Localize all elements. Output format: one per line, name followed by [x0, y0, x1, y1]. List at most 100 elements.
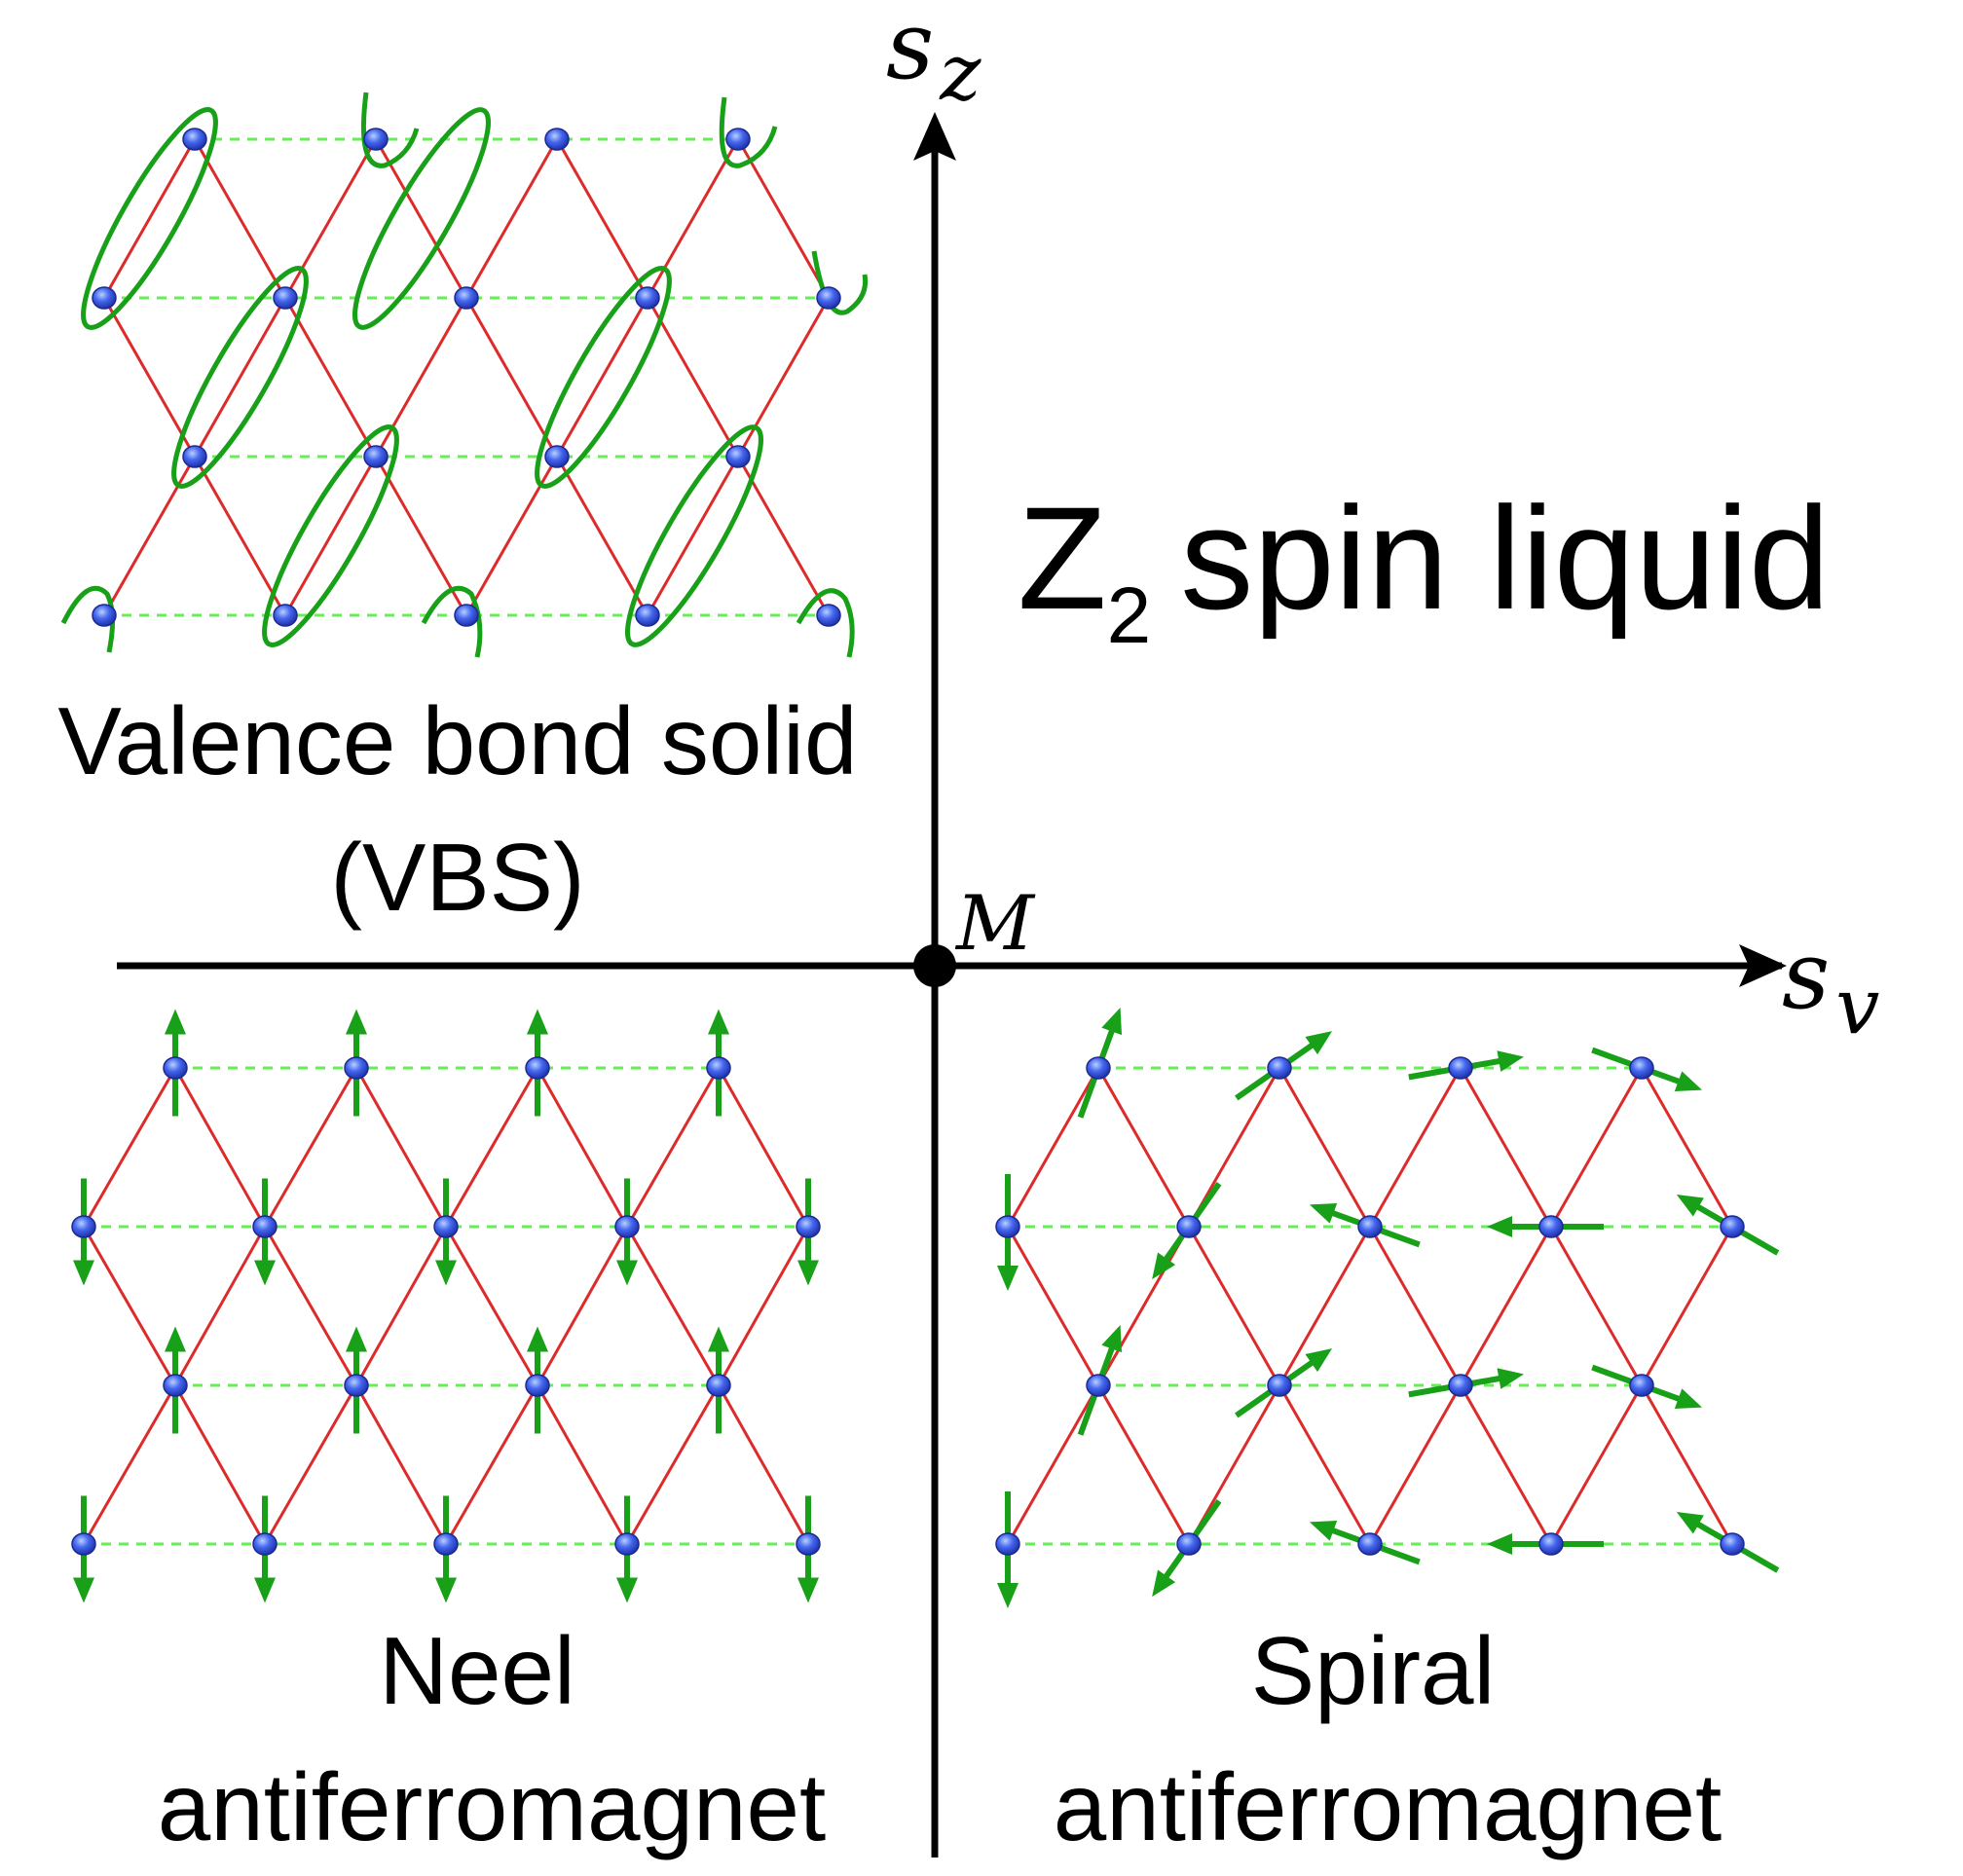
lattice-site [433, 1215, 459, 1238]
sz-subscript: z [939, 27, 982, 118]
spin-up-arrow-head [527, 1326, 548, 1352]
spiral-spin-arrow-head [1309, 1202, 1338, 1224]
lattice-site [273, 286, 298, 310]
lattice-site [92, 286, 117, 310]
lattice-site [544, 128, 570, 151]
bond-line [444, 1226, 539, 1386]
spiral-spin-arrow-head [1674, 1071, 1703, 1092]
bond-line [173, 1384, 267, 1545]
spiral-spin-arrow-head [1487, 1216, 1512, 1237]
lattice-site [163, 1056, 188, 1080]
lattice-site [182, 128, 207, 151]
sz-axis-label: sz [886, 0, 982, 118]
lattice-site [1267, 1056, 1292, 1080]
sv-subscript: v [1835, 961, 1879, 1051]
lattice-site [1720, 1532, 1745, 1556]
lattice-site [92, 604, 117, 627]
lattice-site [1086, 1056, 1111, 1080]
lattice-site [1267, 1374, 1292, 1397]
bond-line [82, 1226, 177, 1386]
lattice-site [635, 604, 660, 627]
spiral-spin-arrow-head [1309, 1520, 1338, 1541]
spin-down-arrow-head [435, 1260, 457, 1286]
spiral-spin-arrow-head [997, 1583, 1019, 1608]
bond-line [1006, 1067, 1100, 1228]
spin-up-arrow-head [165, 1326, 186, 1352]
spin-down-arrow-head [797, 1577, 819, 1603]
lattice-site [544, 445, 570, 468]
bond-line [354, 1067, 448, 1228]
lattice-site [706, 1056, 731, 1080]
spiral-spin-arrow-head [997, 1266, 1019, 1291]
lattice-site [1448, 1056, 1473, 1080]
bond-line [736, 138, 831, 299]
bond-line [625, 1384, 721, 1545]
bond-line [717, 1067, 810, 1228]
z2-rest: spin liquid [1180, 476, 1830, 640]
partial-dimer-arc [421, 585, 483, 658]
bond-line [646, 297, 740, 458]
bond-line [193, 138, 287, 299]
bond-line [464, 297, 559, 458]
bond-line [263, 1067, 358, 1228]
bond-line [1278, 1226, 1372, 1386]
lattice-site [344, 1056, 369, 1080]
bond-line [444, 1384, 539, 1545]
spiral-spin-arrow-head [1305, 1031, 1333, 1055]
bond-line [625, 1226, 721, 1386]
partial-dimer-arc [719, 96, 778, 168]
axes [117, 112, 1787, 1858]
lattice-site [1629, 1374, 1654, 1397]
spin-up-arrow-head [346, 1009, 367, 1035]
lattice-site [614, 1532, 640, 1556]
partial-dimer-arc [60, 585, 115, 653]
dimer-ellipse [535, 266, 672, 489]
bond-line [1640, 1067, 1734, 1228]
lattice-site [796, 1215, 821, 1238]
bond-line [1278, 1067, 1372, 1228]
bond-line [374, 138, 468, 299]
origin-label: M [954, 880, 1036, 968]
lattice-site [995, 1532, 1020, 1556]
spiral-spin-arrow-head [1305, 1348, 1333, 1373]
lattice-site [635, 286, 660, 310]
bond-line [1187, 1226, 1281, 1386]
bond-line [555, 297, 649, 458]
lattice-site [252, 1215, 278, 1238]
bond-line [717, 1226, 810, 1386]
lattice-site [71, 1215, 96, 1238]
lattice-site [1720, 1215, 1745, 1238]
spiral-spin-arrow-head [1497, 1368, 1524, 1389]
bond-line [646, 456, 740, 616]
bond-line [283, 297, 378, 458]
z2-subscript: 2 [1107, 571, 1152, 660]
bond-line [1368, 1067, 1463, 1228]
bond-line [1096, 1067, 1191, 1228]
lattice-site [1086, 1374, 1111, 1397]
lattice-site [363, 445, 389, 468]
bond-line [1549, 1226, 1644, 1386]
bond-line [263, 1384, 358, 1545]
spiral-spin-arrow-head [1101, 1324, 1123, 1353]
bond-line [464, 138, 559, 299]
lattice-site [796, 1532, 821, 1556]
lattice-site [182, 445, 207, 468]
bond-line [102, 297, 197, 458]
bond-line [646, 138, 740, 299]
lattice-site [1448, 1374, 1473, 1397]
bond-line [1459, 1067, 1553, 1228]
bond-line [193, 456, 287, 616]
bond-line [82, 1384, 177, 1545]
bond-line [536, 1067, 629, 1228]
lattice-site [163, 1374, 188, 1397]
lattice-site [1357, 1532, 1383, 1556]
bond-line [173, 1226, 267, 1386]
lattice-site [995, 1215, 1020, 1238]
spiral-spin-arrow-head [1152, 1569, 1176, 1598]
lattice-site [363, 128, 389, 151]
spin-up-arrow-head [708, 1326, 729, 1352]
lattice-site [433, 1532, 459, 1556]
vbs-lattice [60, 92, 869, 658]
spiral-spin-arrow-head [1676, 1195, 1704, 1217]
